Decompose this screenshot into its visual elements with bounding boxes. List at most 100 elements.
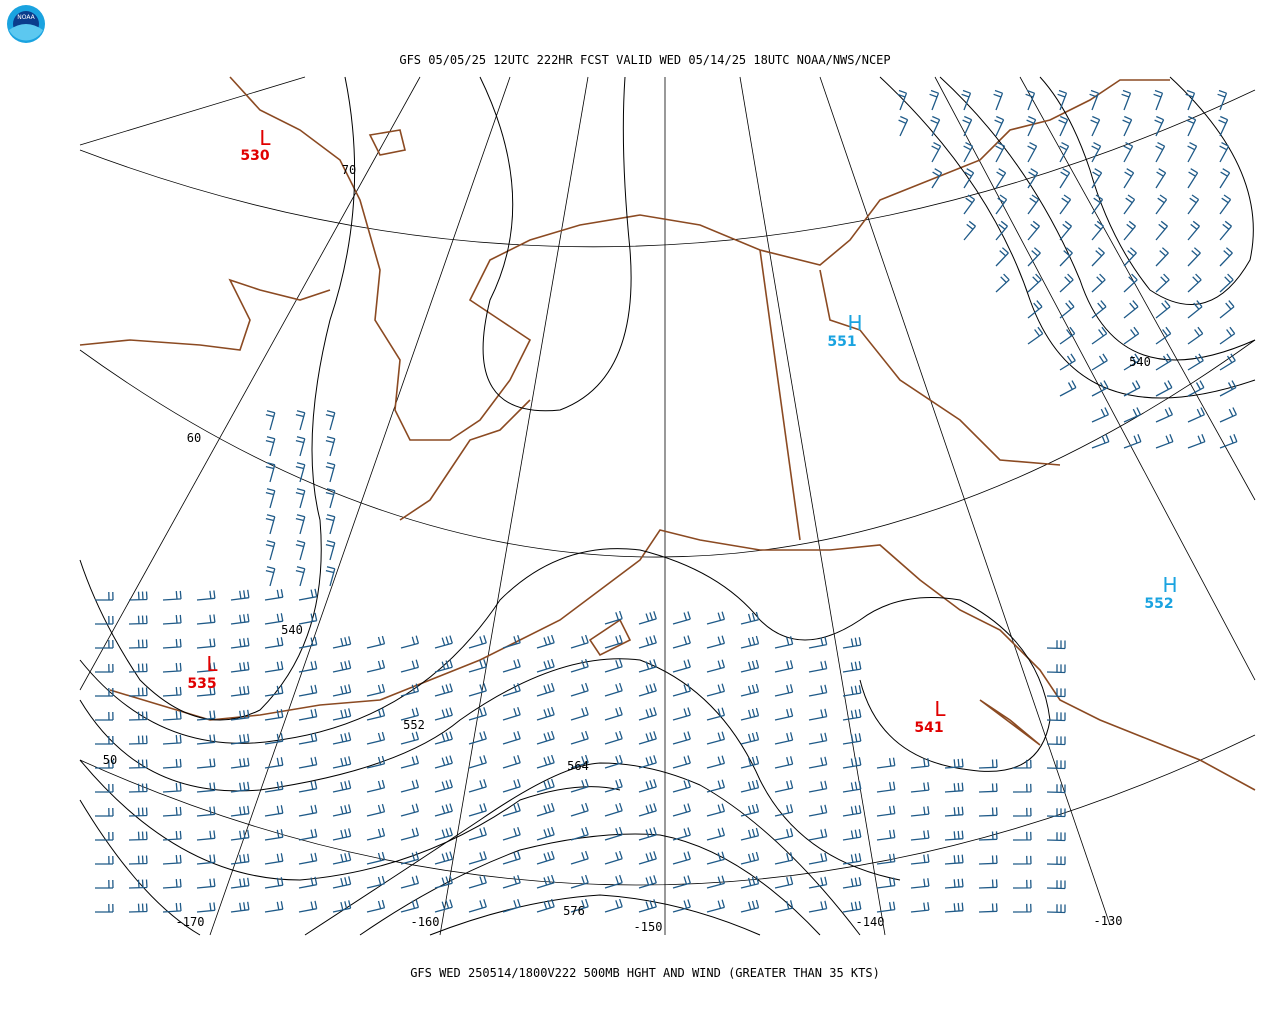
wind-barb: [842, 757, 862, 769]
wind-barb: [978, 807, 998, 817]
latitude-label: 60: [187, 431, 201, 445]
coastline: [79, 76, 1256, 791]
wind-barb: [325, 436, 336, 457]
wind-barb: [264, 613, 284, 625]
wind-barb: [95, 807, 114, 817]
contour-label: 552: [403, 718, 425, 732]
wind-barb: [162, 878, 182, 889]
wind-barb: [502, 730, 521, 745]
wind-barb: [842, 733, 862, 745]
wind-barb: [842, 781, 862, 793]
wind-barb: [672, 683, 691, 697]
wind-barb: [230, 829, 250, 841]
wind-barb: [1046, 904, 1066, 914]
wind-barb: [842, 829, 862, 841]
wind-barb: [638, 683, 657, 697]
wind-barb: [944, 758, 964, 769]
wind-barb: [1187, 407, 1205, 423]
wind-barb: [672, 659, 691, 673]
wind-barb: [434, 755, 453, 769]
wind-barb: [672, 803, 691, 817]
wind-barb: [672, 731, 691, 745]
wind-barb: [264, 853, 284, 865]
wind-barb: [536, 874, 555, 889]
wind-barb: [876, 901, 896, 913]
wind-barb: [468, 659, 487, 673]
wind-barb: [570, 826, 589, 841]
wind-barb: [536, 682, 555, 697]
wind-barb: [400, 851, 420, 865]
wind-barb: [332, 684, 352, 697]
wind-barb: [978, 831, 998, 841]
wind-barb: [910, 878, 930, 889]
wind-barb: [1219, 326, 1236, 345]
wind-barb: [162, 710, 182, 721]
wind-barb: [95, 783, 114, 793]
wind-barb: [502, 778, 521, 793]
pressure-symbol: H: [1162, 573, 1177, 597]
wind-barb: [706, 851, 726, 865]
wind-barb: [706, 635, 726, 649]
wind-barb: [536, 826, 555, 841]
wind-barb: [1091, 194, 1104, 215]
wind-barb: [468, 755, 487, 769]
wind-barb: [298, 636, 318, 649]
wind-barb: [638, 827, 657, 841]
wind-barb: [536, 754, 555, 769]
wind-barb: [1027, 326, 1044, 345]
pressure-value: 552: [1144, 596, 1173, 612]
wind-barb: [366, 755, 386, 769]
wind-barb: [468, 731, 487, 745]
wind-barb: [1155, 326, 1172, 345]
wind-barb: [1090, 115, 1101, 137]
wind-barb: [196, 806, 216, 817]
wind-barb: [162, 782, 182, 793]
wind-barb: [808, 852, 828, 865]
wind-barb: [1185, 89, 1196, 111]
wind-barb: [1091, 168, 1103, 189]
wind-barb: [264, 637, 284, 649]
wind-barb: [1091, 434, 1110, 449]
wind-barb: [1059, 300, 1075, 319]
wind-barb: [264, 685, 284, 697]
wind-barb: [638, 611, 657, 625]
wind-barb: [910, 806, 930, 817]
wind-barb: [570, 802, 589, 817]
wind-barb: [876, 877, 896, 889]
wind-barb: [963, 194, 976, 215]
wind-barb: [706, 755, 726, 769]
wind-barb: [95, 735, 114, 745]
wind-barb: [1121, 89, 1132, 111]
wind-barb: [366, 731, 386, 745]
wind-barb: [672, 851, 691, 865]
wind-barb: [842, 637, 862, 649]
wind-barb: [264, 877, 284, 889]
wind-barb: [400, 827, 420, 841]
wind-barb: [400, 659, 420, 673]
wind-barb: [929, 89, 940, 111]
wind-barb: [638, 899, 657, 913]
wind-barb: [196, 902, 216, 913]
longitude-label: -160: [411, 915, 440, 929]
wind-barb: [332, 852, 352, 865]
wind-barb: [995, 220, 1008, 241]
wind-barb: [604, 850, 623, 865]
wind-barb: [1046, 856, 1066, 866]
wind-barb: [774, 804, 794, 817]
wind-barb: [1059, 220, 1072, 241]
wind-barb: [978, 759, 998, 769]
wind-barb: [162, 662, 182, 673]
longitude-label: -130: [1094, 914, 1123, 928]
wind-barb: [298, 900, 318, 913]
contour-label: 564: [567, 759, 589, 773]
wind-barb: [434, 683, 453, 697]
wind-barb: [1059, 247, 1073, 267]
wind-barb: [910, 854, 930, 865]
wind-barb: [162, 638, 182, 649]
wind-barb: [876, 853, 896, 865]
wind-barb: [468, 779, 487, 793]
wind-barb: [944, 854, 964, 865]
wind-barb: [502, 706, 521, 721]
wind-barb: [434, 731, 453, 745]
wind-barb: [1123, 407, 1141, 423]
